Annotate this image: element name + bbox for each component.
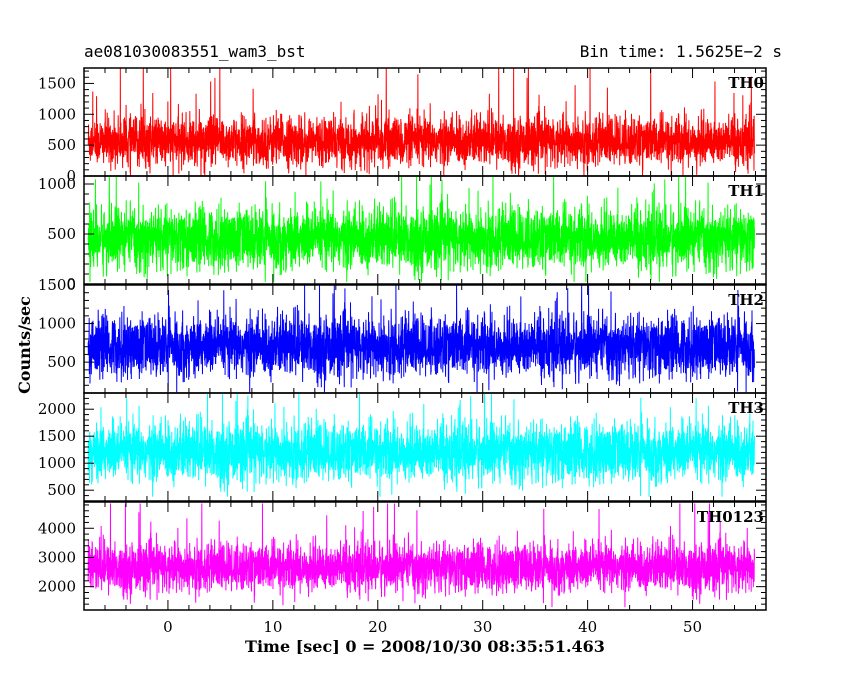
series-th1 <box>87 176 755 283</box>
panel-label: TH2 <box>728 291 764 309</box>
y-tick-label: 1500 <box>38 276 76 294</box>
x-tick-label: 20 <box>368 618 387 636</box>
y-axis-label: Counts/sec <box>15 296 34 394</box>
y-tick-label: 500 <box>47 136 76 154</box>
y-tick-label: 1500 <box>38 427 76 445</box>
panel-th0123: 2000 3000 4000 TH0123 <box>38 501 767 611</box>
x-tick-label: 50 <box>683 618 702 636</box>
panel-th2: 500 1000 1500 TH2 <box>38 276 767 394</box>
panel-label: TH0123 <box>697 508 764 526</box>
y-tick-label: 1000 <box>38 105 76 123</box>
series-th3 <box>87 393 755 497</box>
plot-title: ae081030083551_wam3_bst <box>84 42 306 61</box>
panel-th1: 0 500 1000 TH1 <box>38 175 767 293</box>
panel-frame <box>83 175 767 285</box>
y-tick-label: 3000 <box>38 548 76 566</box>
series-th0123 <box>87 503 755 608</box>
x-tick-label: 0 <box>163 618 173 636</box>
y-tick-label: 1000 <box>38 454 76 472</box>
panel-th3: 500 1000 1500 2000 TH3 <box>38 392 767 502</box>
panel-label: TH3 <box>728 399 764 417</box>
y-tick-label: 1500 <box>38 74 76 92</box>
bin-time-label: Bin time: 1.5625E−2 s <box>579 42 782 61</box>
y-tick-label: 1000 <box>38 175 76 193</box>
series-th2 <box>87 285 755 393</box>
panel-th0: 0 500 1000 1500 TH0 <box>38 67 767 185</box>
x-tick-label: 30 <box>473 618 492 636</box>
x-axis-label: Time [sec] 0 = 2008/10/30 08:35:51.463 <box>245 637 605 656</box>
x-tick-label: 40 <box>578 618 597 636</box>
y-tick-label: 2000 <box>38 400 76 418</box>
x-tick-label: 10 <box>263 618 282 636</box>
y-tick-label: 2000 <box>38 578 76 596</box>
y-tick-label: 500 <box>47 353 76 371</box>
y-tick-label: 4000 <box>38 519 76 537</box>
y-tick-label: 500 <box>47 481 76 499</box>
panel-label: TH0 <box>728 74 764 92</box>
y-tick-label: 500 <box>47 225 76 243</box>
panel-label: TH1 <box>728 182 764 200</box>
series-th0 <box>87 68 755 176</box>
y-tick-label: 0 <box>66 167 76 185</box>
panel-frame <box>83 501 767 611</box>
y-tick-label: 0 <box>66 275 76 293</box>
y-tick-label: 1000 <box>38 315 76 333</box>
